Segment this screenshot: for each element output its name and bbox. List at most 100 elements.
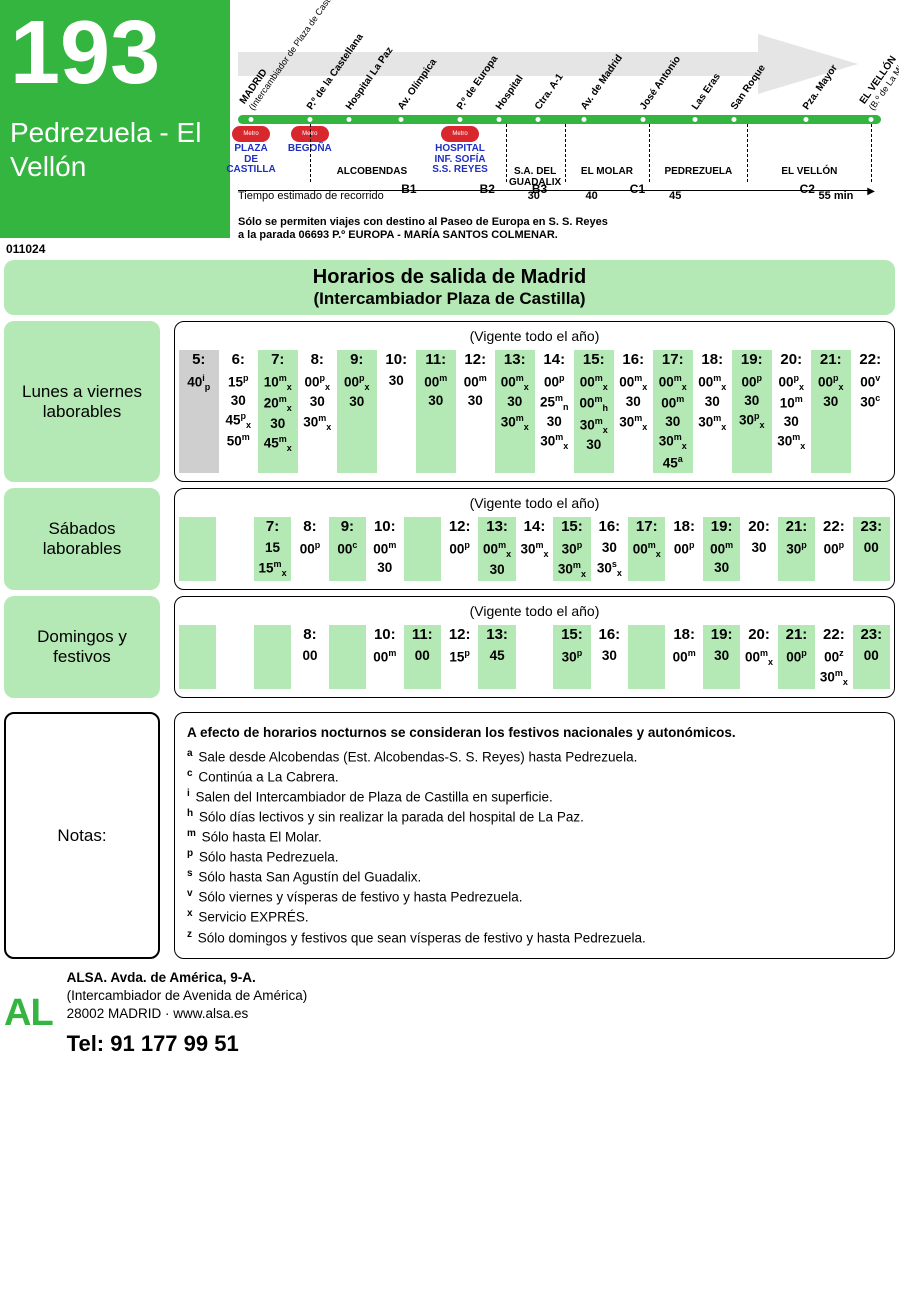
stop-dot [581,116,588,123]
route-diagram: MADRID(Intercambiador de Plaza de Castil… [230,0,899,238]
departure: 15p [449,647,470,667]
zone-label: B2 [480,182,495,196]
departure: 30 [270,415,285,433]
hour-col: 22:00v30c [851,350,891,473]
hour-col: 18:00mx3030mx [693,350,733,473]
departure: 30mx [520,539,548,560]
hour-col [404,517,441,581]
departure: 30 [310,393,325,411]
hour-header: 22: [823,518,845,535]
hour-header: 8: [303,518,316,535]
tiempo-value: 40 [586,190,598,202]
stop-dot [692,116,699,123]
departure: 45 [490,647,505,665]
stop-dot [457,116,464,123]
departure: 00px [304,372,330,393]
diagram-note: Sólo se permiten viajes con destino al P… [238,216,608,242]
note-item: z Sólo domingos y festivos que sean vísp… [187,928,882,948]
schedule-grid: (Vigente todo el año) 8:00 10:00m11:0012… [174,596,895,698]
departure: 00mx [483,539,511,560]
hour-header: 14: [543,351,565,368]
stop-dot [803,116,810,123]
hour-col: 12:15p [441,625,478,689]
hour-header [645,626,649,643]
departure: 30 [586,436,601,454]
departure: 30sx [597,558,622,579]
schedule-grid: (Vigente todo el año)5:40ip6:15p3045px50… [174,321,895,482]
hour-header: 21: [786,518,808,535]
departure: 30 [626,393,641,411]
departure: 00 [864,647,879,665]
hour-header [233,518,237,535]
departure: 30px [739,410,765,431]
hour-header [196,518,200,535]
departure: 30 [752,539,767,557]
schedule-title-2: (Intercambiador Plaza de Castilla) [4,289,895,309]
departure: 00p [824,539,845,559]
hour-header: 16: [599,518,621,535]
hour-col: 22:00p [815,517,852,581]
hour-header: 12: [449,626,471,643]
operator-logo: AL [4,992,53,1035]
departure: 30 [428,392,443,410]
hour-col [628,625,665,689]
hour-header: 10: [385,351,407,368]
footer-tel: Tel: 91 177 99 51 [67,1029,308,1059]
hour-col [179,625,216,689]
departure: 00m [464,372,487,392]
departure: 00m [424,372,447,392]
hour-header: 19: [711,518,733,535]
hour-header: 16: [622,351,644,368]
departure: 00m [661,393,684,413]
departure: 30 [714,559,729,577]
hour-header: 21: [820,351,842,368]
note-item: i Salen del Intercambiador de Plaza de C… [187,787,882,807]
day-tab: Domingos y festivos [4,596,160,698]
hour-header: 18: [701,351,723,368]
hour-col: 8:00p [291,517,328,581]
stop-dot [868,116,875,123]
departure: 00mx [745,647,773,668]
departure: 30 [744,392,759,410]
hour-col: 6:15p3045px50m [219,350,259,473]
departure: 30mx [659,431,687,452]
hour-col: 19:00m30 [703,517,740,581]
schedule-grid: (Vigente todo el año) 7:1515mx8:00p9:00c… [174,488,895,590]
footer-line: (Intercambiador de Avenida de América) [67,987,308,1005]
zone-label: B1 [401,182,416,196]
hour-col: 15:30p [553,625,590,689]
hour-header: 18: [673,518,695,535]
vigente-label: (Vigente todo el año) [179,328,890,344]
hour-col: 9:00px30 [337,350,377,473]
departure: 30 [602,647,617,665]
hour-col: 18:00m [665,625,702,689]
hour-col: 18:00p [665,517,702,581]
departure: 30 [547,413,562,431]
hour-col: 14:00p25mn3030mx [535,350,575,473]
stop-dot [248,116,255,123]
notes-body: A efecto de horarios nocturnos se consid… [174,712,895,958]
hour-col: 23:00 [853,517,890,581]
departure: 30 [389,372,404,390]
hour-col: 17:00mx [628,517,665,581]
hour-header: 8: [303,626,316,643]
hour-col: 8:00px3030mx [298,350,338,473]
route-name: Pedrezuela - El Vellón [10,116,220,183]
hour-col: 13:45 [478,625,515,689]
area-name: EL MOLAR [565,166,650,177]
hour-header: 20: [780,351,802,368]
departure: 00 [415,647,430,665]
departure: 00p [449,539,470,559]
hour-col: 12:00p [441,517,478,581]
area-name: EL VELLÓN [747,166,871,177]
departure: 30mx [820,667,848,688]
departure: 15 [265,539,280,557]
hour-header: 12: [464,351,486,368]
zone-label: C2 [800,182,815,196]
hour-col: 15:30p30mx [553,517,590,581]
hour-header [532,626,536,643]
metro-label: HOSPITALINF. SOFÍAS.S. REYES [430,144,490,176]
route-number: 193 [10,8,220,98]
departure: 00m [673,647,696,667]
departure: 00c [337,539,357,559]
